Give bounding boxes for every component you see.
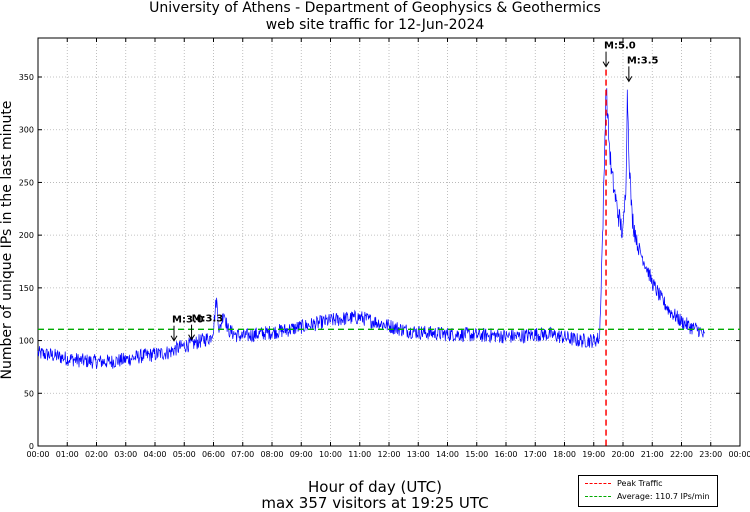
legend: Peak Traffic Average: 110.7 IPs/min xyxy=(578,475,718,507)
x-tick-label: 20:00 xyxy=(611,450,634,459)
x-tick-label: 21:00 xyxy=(641,450,664,459)
event-arrow-head xyxy=(625,76,633,83)
event-label: M:3.3 xyxy=(192,314,224,325)
x-tick-label: 08:00 xyxy=(260,450,283,459)
x-tick-label: 06:00 xyxy=(202,450,225,459)
x-tick-label: 07:00 xyxy=(231,450,254,459)
x-tick-label: 19:00 xyxy=(582,450,605,459)
x-tick-label: 13:00 xyxy=(407,450,430,459)
x-tick-label: 01:00 xyxy=(56,450,79,459)
y-tick-label: 100 xyxy=(19,337,34,346)
x-tick-label: 18:00 xyxy=(553,450,576,459)
event-arrow-head xyxy=(170,335,178,342)
legend-entry-peak: Peak Traffic xyxy=(585,479,663,491)
x-tick-label: 00:00 xyxy=(26,450,49,459)
event-label: M:3.0 xyxy=(172,315,204,326)
y-tick-label: 50 xyxy=(24,389,34,398)
x-tick-label: 17:00 xyxy=(524,450,547,459)
x-tick-label: 16:00 xyxy=(494,450,517,459)
legend-swatch-peak xyxy=(585,483,611,484)
y-tick-label: 300 xyxy=(19,126,34,135)
y-tick-label: 200 xyxy=(19,231,34,240)
event-label: M:5.0 xyxy=(604,41,636,52)
event-label: M:3.5 xyxy=(627,55,659,66)
y-tick-label: 150 xyxy=(19,284,34,293)
x-tick-label: 15:00 xyxy=(465,450,488,459)
legend-label-peak: Peak Traffic xyxy=(617,479,663,488)
legend-swatch-average xyxy=(585,496,611,497)
x-tick-label: 10:00 xyxy=(319,450,342,459)
x-tick-label: 22:00 xyxy=(670,450,693,459)
y-tick-label: 350 xyxy=(19,73,34,82)
y-tick-label: 0 xyxy=(29,442,34,451)
chart-title: University of Athens - Department of Geo… xyxy=(149,0,601,16)
x-tick-label: 00:00 xyxy=(728,450,750,459)
legend-label-average: Average: 110.7 IPs/min xyxy=(617,492,710,501)
x-tick-label: 12:00 xyxy=(377,450,400,459)
x-tick-label: 02:00 xyxy=(85,450,108,459)
x-tick-label: 14:00 xyxy=(436,450,459,459)
event-arrow-head xyxy=(188,334,195,341)
event-arrow-head xyxy=(602,61,610,68)
max-visitors-note: max 357 visitors at 19:25 UTC xyxy=(261,494,489,512)
y-tick-label: 250 xyxy=(19,178,34,187)
x-axis-label: Hour of day (UTC) xyxy=(308,478,442,496)
x-tick-label: 23:00 xyxy=(699,450,722,459)
x-tick-label: 11:00 xyxy=(348,450,371,459)
x-tick-label: 03:00 xyxy=(114,450,137,459)
chart-subtitle: web site traffic for 12-Jun-2024 xyxy=(265,17,485,33)
x-tick-label: 05:00 xyxy=(173,450,196,459)
legend-entry-average: Average: 110.7 IPs/min xyxy=(585,492,710,504)
x-tick-label: 04:00 xyxy=(143,450,166,459)
traffic-line xyxy=(37,88,706,370)
x-tick-label: 09:00 xyxy=(290,450,313,459)
